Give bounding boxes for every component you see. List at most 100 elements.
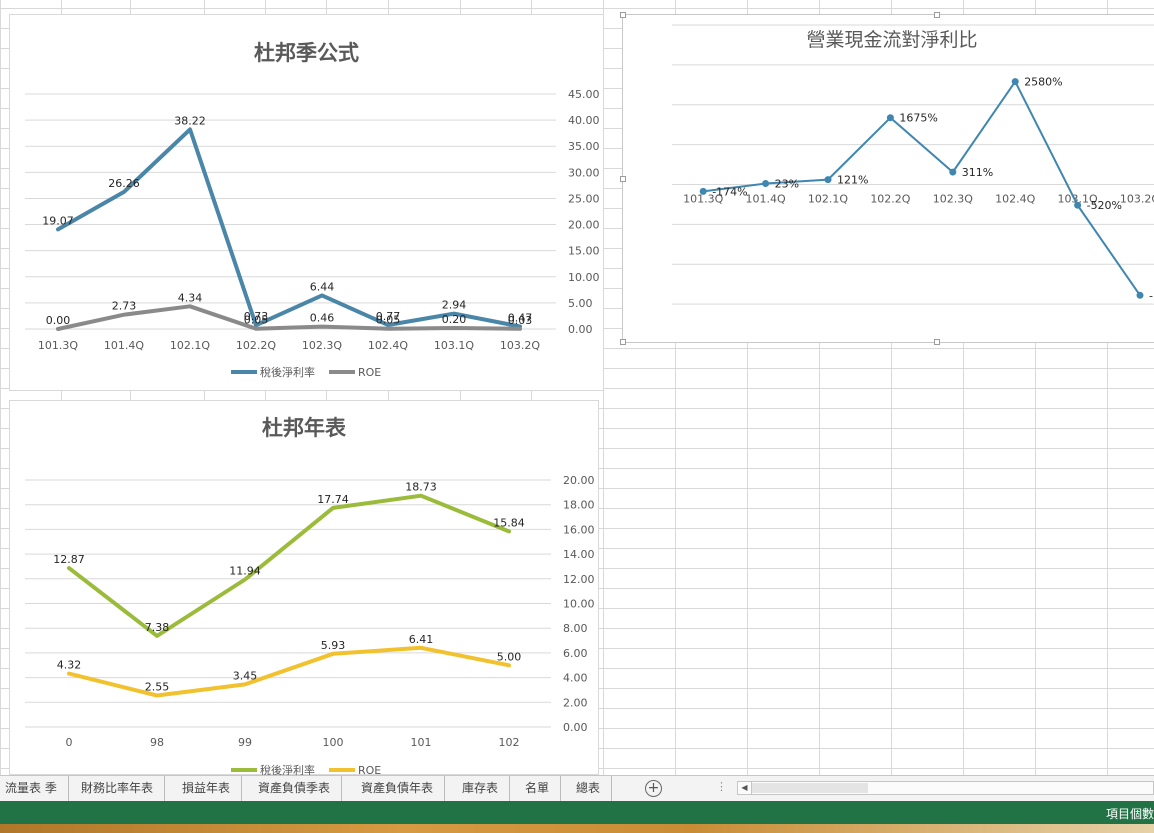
x-tick-label: 101.4Q — [746, 192, 786, 205]
data-point — [824, 176, 832, 184]
data-label: 2580% — [1024, 76, 1062, 89]
data-label: 0.47 — [508, 312, 533, 325]
x-tick-label: 101.4Q — [104, 339, 144, 352]
legend-label: 稅後淨利率 — [260, 764, 315, 777]
sheet-tab[interactable]: 資產負債年表 — [350, 776, 446, 801]
chart-plot: 0.00 2.00 4.00 6.00 8.00 10.00 12.00 14.00 16.00… — [25, 474, 595, 749]
legend-swatch — [329, 768, 355, 772]
data-label: 26.26 — [108, 177, 140, 190]
sheet-tab-bar: 流量表 季 財務比率年表 損益年表 資產負債季表 資產負債年表 庫存表 名單 總… — [0, 775, 1154, 801]
status-bar: 項目個數 — [0, 801, 1154, 824]
y-tick-label: 20.00 — [563, 474, 595, 487]
chart-cashflow-ratio[interactable]: 營業現金流對淨利比 101.3Q 101.4Q 102.1Q 102.2Q 102.3Q… — [620, 12, 1154, 345]
data-label: 23% — [775, 178, 799, 191]
y-tick-label: 45.00 — [568, 88, 600, 101]
x-tick-label: 101 — [411, 736, 432, 749]
x-tick-label: 103.1Q — [1058, 192, 1098, 205]
data-label: -520% — [1087, 199, 1122, 212]
sheet-tab[interactable]: 財務比率年表 — [70, 776, 166, 801]
x-tick-label: 102.4Q — [995, 192, 1035, 205]
legend-item: 稅後淨利率 — [231, 364, 315, 380]
chart-dupont-quarterly[interactable]: 杜邦季公式 0.00 5.00 10.00 15.00 20.00 25.00 30.00 3… — [9, 14, 604, 391]
x-tick-label: 0 — [66, 736, 73, 749]
y-tick-label: 18.00 — [563, 499, 595, 512]
data-point — [1074, 201, 1082, 209]
sheet-tab[interactable]: 流量表 季 — [0, 776, 69, 801]
data-label: 0.03 — [508, 314, 533, 327]
legend-label: ROE — [358, 365, 382, 379]
chart-plot: 101.3Q 101.4Q 102.1Q 102.2Q 102.3Q 102.4Q 103.… — [672, 24, 1154, 305]
resize-handle[interactable] — [620, 12, 626, 18]
x-tick-label: 102.4Q — [368, 339, 408, 352]
series-line — [67, 645, 511, 698]
triangle-left-icon[interactable]: ◀ — [738, 782, 752, 794]
x-tick-label: 101.3Q — [38, 339, 78, 352]
sheet-tab[interactable]: 總表 — [565, 776, 613, 801]
resize-handle[interactable] — [934, 339, 940, 345]
legend-swatch — [231, 768, 257, 772]
data-label: 311% — [962, 166, 993, 179]
data-point — [886, 114, 894, 122]
data-point — [1011, 78, 1019, 86]
y-tick-label: 14.00 — [563, 548, 595, 561]
data-label: -174% — [712, 185, 747, 198]
data-point — [762, 180, 770, 188]
plus-circle-icon[interactable]: + — [645, 780, 662, 797]
data-label: 0.20 — [442, 313, 467, 326]
y-tick-label: 10.00 — [568, 271, 600, 284]
data-label: 2.55 — [145, 681, 170, 694]
data-label: 0.05 — [244, 314, 269, 327]
y-tick-label: 35.00 — [568, 140, 600, 153]
sheet-tab[interactable]: 損益年表 — [171, 776, 243, 801]
resize-handle[interactable] — [620, 339, 626, 345]
legend-label: ROE — [358, 763, 382, 777]
series-line — [56, 127, 522, 329]
y-tick-label: 6.00 — [563, 647, 588, 660]
x-tick-label: 98 — [150, 736, 164, 749]
series-line — [67, 493, 511, 638]
legend-item: 稅後淨利率 — [231, 762, 315, 778]
y-tick-label: 0.00 — [563, 721, 588, 734]
legend-item: ROE — [329, 364, 381, 380]
data-label: 0.73 — [244, 310, 269, 323]
y-tick-label: 40.00 — [568, 114, 600, 127]
legend-swatch — [231, 370, 257, 374]
data-label: 12.87 — [53, 553, 85, 566]
resize-handle[interactable] — [934, 12, 940, 18]
x-tick-label: 102.1Q — [808, 192, 848, 205]
y-tick-label: 5.00 — [568, 297, 593, 310]
data-label: 0.77 — [376, 310, 401, 323]
sheet-tab[interactable]: 資產負債季表 — [247, 776, 343, 801]
x-tick-label: 102 — [499, 736, 520, 749]
data-label: 0.46 — [310, 312, 335, 325]
data-label: 4.32 — [57, 659, 82, 672]
data-point — [949, 168, 957, 176]
chart-plot: 0.00 5.00 10.00 15.00 20.00 25.00 30.00 35.00 40… — [25, 88, 600, 352]
sheet-tab[interactable]: 庫存表 — [451, 776, 511, 801]
desktop-taskbar — [0, 824, 1154, 833]
data-label: 5.00 — [497, 650, 522, 663]
data-point — [699, 187, 707, 195]
sheet-tab[interactable]: 名單 — [514, 776, 562, 801]
y-tick-label: 30.00 — [568, 166, 600, 179]
chart-dupont-annual[interactable]: 杜邦年表 0.00 2.00 4.00 6.00 8.00 10.00 12.00 14.00… — [9, 400, 599, 778]
chart-legend: 稅後淨利率 ROE — [231, 364, 381, 380]
data-label: 18.73 — [405, 481, 437, 494]
data-label: 11.94 — [229, 565, 261, 578]
x-tick-label: 103.2Q — [1120, 192, 1154, 205]
chart-title: 杜邦年表 — [262, 416, 346, 440]
resize-handle[interactable] — [620, 176, 626, 182]
x-tick-label: 101.3Q — [683, 192, 723, 205]
vertical-dots-icon[interactable]: ⋮ — [716, 780, 727, 793]
y-tick-label: 16.00 — [563, 523, 595, 536]
data-point — [1136, 291, 1144, 299]
x-tick-label: 103.1Q — [434, 339, 474, 352]
data-label: 15.84 — [493, 516, 525, 529]
x-tick-label: 100 — [323, 736, 344, 749]
horizontal-scrollbar[interactable]: ◀ — [737, 781, 1154, 795]
legend-label: 稅後淨利率 — [260, 366, 315, 379]
x-tick-label: 99 — [238, 736, 252, 749]
scrollbar-thumb[interactable] — [752, 783, 868, 793]
y-tick-label: 4.00 — [563, 672, 588, 685]
chart-title: 杜邦季公式 — [254, 41, 359, 65]
